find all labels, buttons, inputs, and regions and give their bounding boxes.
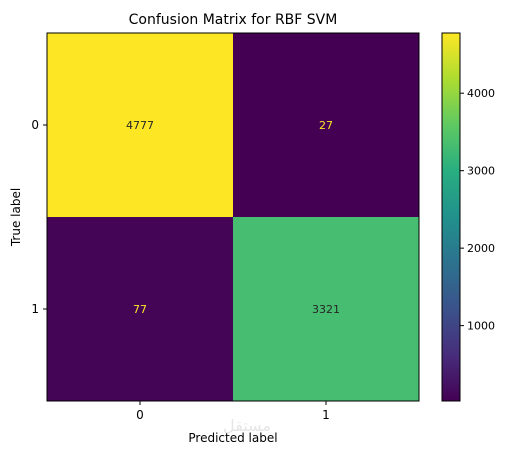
colorbar-tick-label-0: 1000 [467, 320, 495, 333]
x-tick-label-1: 1 [322, 408, 330, 422]
y-axis-label: True label [9, 188, 23, 247]
watermark: مستقل [223, 416, 271, 435]
matrix-cell-1-1 [233, 217, 419, 401]
cell-value-0-1: 27 [319, 119, 333, 132]
chart-title: Confusion Matrix for RBF SVM [129, 12, 338, 28]
y-tick-label-1: 1 [31, 302, 39, 316]
colorbar-tick-label-2: 3000 [467, 165, 495, 178]
x-tick-label-0: 0 [136, 408, 144, 422]
x-axis-label: Predicted label [188, 431, 277, 445]
cell-value-1-0: 77 [133, 303, 147, 316]
colorbar [441, 32, 461, 402]
plot-frame [46, 32, 420, 402]
matrix-cell-0-0 [47, 33, 233, 217]
colorbar-tick-label-1: 2000 [467, 242, 495, 255]
cell-value-0-0: 4777 [126, 119, 154, 132]
matrix-cell-0-1 [233, 33, 419, 217]
y-tick-label-0: 0 [31, 118, 39, 132]
matrix-cell-1-0 [47, 217, 233, 401]
cell-value-1-1: 3321 [312, 303, 340, 316]
colorbar-tick-label-3: 4000 [467, 87, 495, 100]
